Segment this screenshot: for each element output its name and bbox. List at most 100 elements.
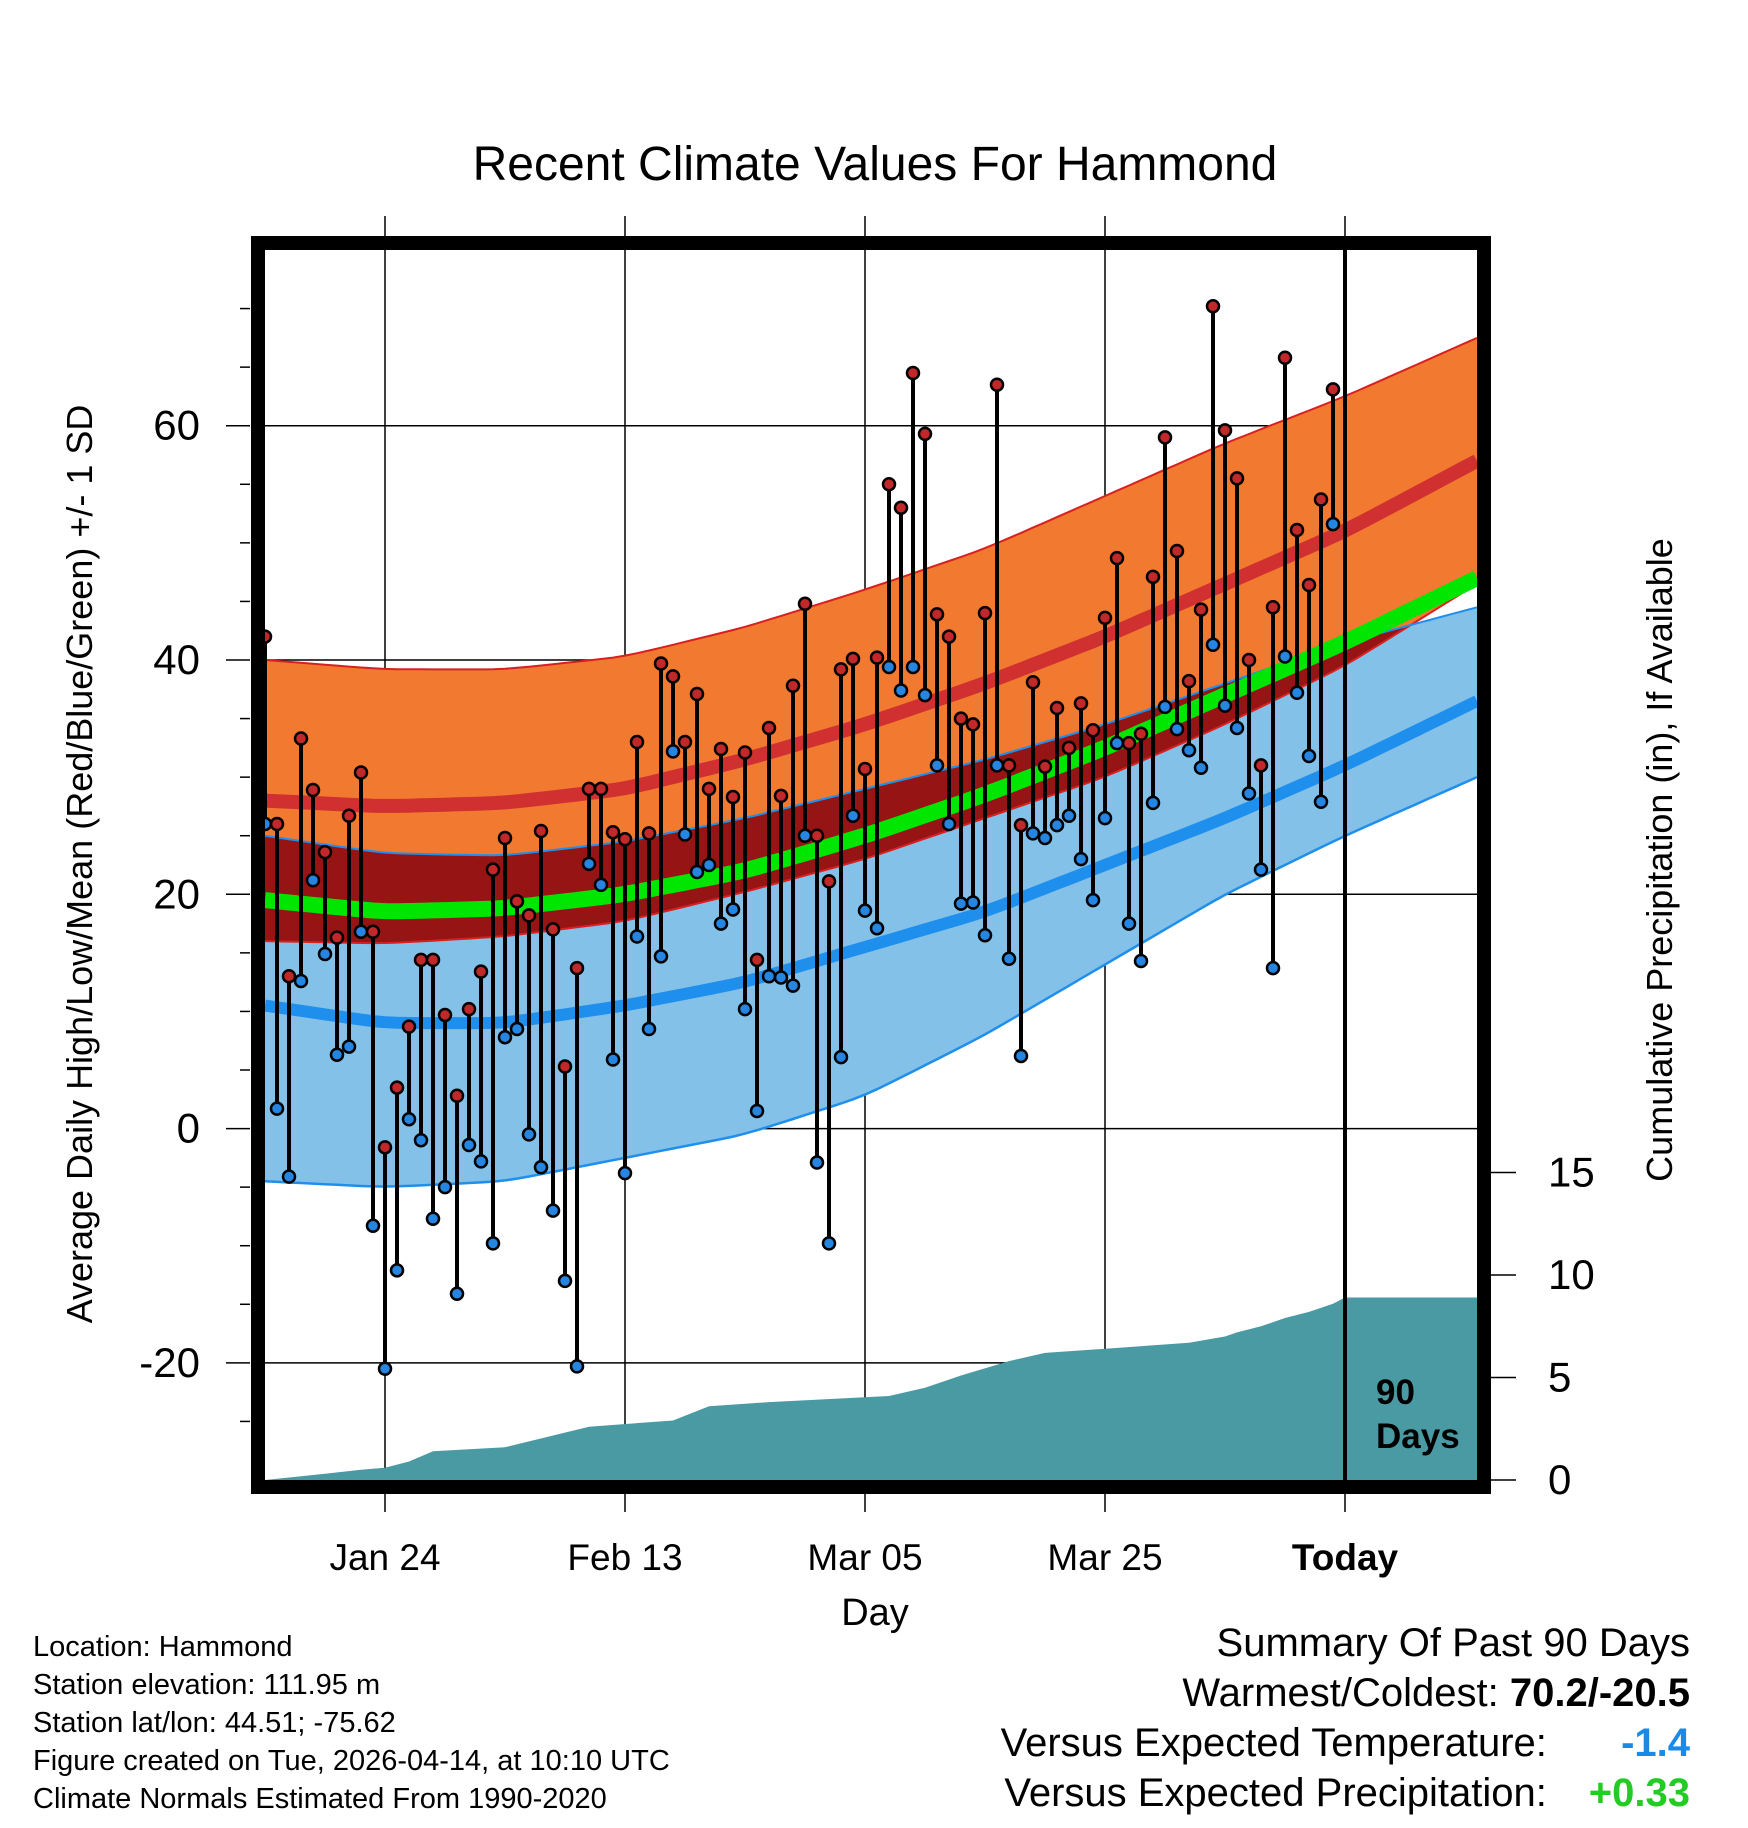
high-temp-point [1037, 759, 1053, 774]
temp-anomaly-value: -1.4 [1621, 1721, 1690, 1765]
low-temp-point [785, 978, 801, 993]
low-temp-point [653, 949, 669, 964]
low-temp-point [761, 969, 777, 984]
y-tick-label: 20 [153, 870, 200, 917]
low-temp-point [305, 872, 321, 888]
low-temp-point [1001, 951, 1017, 966]
low-temp-point [1241, 786, 1257, 801]
high-temp-point [449, 1088, 465, 1104]
high-temp-point [701, 781, 717, 797]
high-temp-point [1205, 298, 1221, 314]
low-temp-point [641, 1021, 657, 1037]
low-temp-point [1109, 735, 1125, 751]
y-tick-label: -20 [139, 1339, 200, 1386]
precip-anomaly-value: +0.33 [1588, 1771, 1690, 1815]
low-temp-point [413, 1133, 429, 1148]
y2-tick-label: 0 [1548, 1456, 1571, 1503]
low-temp-point [833, 1049, 849, 1065]
low-temp-point [269, 1101, 285, 1116]
y2-tick-label: 10 [1548, 1251, 1595, 1298]
low-temp-point [1217, 698, 1233, 713]
summary-warm-cold: Warmest/Coldest: 70.2/-20.5 [1001, 1668, 1690, 1718]
high-temp-point [509, 894, 525, 909]
high-temp-point [425, 952, 441, 968]
low-temp-point [341, 1039, 357, 1054]
low-temp-point [1157, 699, 1173, 715]
low-temp-point [749, 1103, 765, 1119]
low-temp-point [1037, 830, 1053, 846]
low-temp-point [497, 1029, 513, 1045]
high-temp-point [1157, 430, 1173, 445]
low-temp-point [557, 1273, 573, 1289]
high-temp-point [377, 1140, 393, 1155]
low-temp-point [545, 1203, 561, 1218]
high-temp-point [653, 656, 669, 671]
low-temp-point [929, 758, 945, 773]
x-tick-label: Today [1292, 1537, 1399, 1578]
high-temp-point [965, 717, 981, 732]
low-temp-point [881, 659, 897, 675]
high-temp-point [1169, 543, 1185, 559]
high-temp-point [557, 1059, 573, 1074]
latlon-text: Station lat/lon: 44.51; -75.62 [33, 1707, 396, 1739]
low-temp-point [1265, 960, 1281, 976]
high-temp-point [1133, 726, 1149, 742]
y2-tick-label: 5 [1548, 1354, 1571, 1401]
low-temp-point [1313, 794, 1329, 809]
high-temp-point [1325, 382, 1341, 397]
low-temp-point [605, 1052, 621, 1067]
precipitation-area [265, 1297, 1477, 1480]
high-temp-point [713, 741, 729, 757]
high-temp-point [737, 745, 753, 760]
low-temp-point [893, 683, 909, 698]
high-temp-point [689, 686, 705, 702]
low-temp-point [461, 1137, 477, 1153]
high-upper-edge [265, 336, 1477, 671]
low-temp-point [1049, 817, 1065, 833]
low-temp-point [821, 1236, 837, 1251]
normals-text: Climate Normals Estimated From 1990-2020 [33, 1783, 607, 1815]
low-temp-point [1121, 916, 1137, 931]
high-temp-point [629, 734, 645, 750]
high-temp-point [677, 734, 693, 750]
footer-info: Location: Hammond Station elevation: 111… [33, 1628, 670, 1818]
high-temp-point [809, 828, 825, 843]
low-temp-point [569, 1359, 585, 1374]
summary-panel: Summary Of Past 90 Days Warmest/Coldest:… [1001, 1618, 1690, 1818]
y-tick-label: 60 [153, 402, 200, 449]
low-temp-point [485, 1236, 501, 1251]
high-temp-point [1061, 740, 1077, 756]
low-temp-point [1013, 1048, 1029, 1064]
high-temp-point [269, 816, 285, 832]
high-temp-point [1073, 696, 1089, 711]
low-temp-point [1025, 826, 1041, 841]
high-temp-point [1109, 550, 1125, 566]
high-temp-point [293, 731, 309, 746]
low-temp-point [773, 970, 789, 985]
low-temp-point [401, 1111, 417, 1127]
high-temp-point [929, 607, 945, 622]
chart-title: Recent Climate Values For Hammond [473, 138, 1278, 191]
low-temp-point [473, 1154, 489, 1169]
normal-high-line [265, 454, 1477, 813]
low-sd-band [265, 607, 1477, 1187]
high-temp-point [869, 650, 885, 665]
created-text: Figure created on Tue, 2026-04-14, at 10… [33, 1745, 670, 1777]
high-temp-point [785, 678, 801, 694]
low-temp-point [917, 687, 933, 703]
high-temp-point [845, 651, 861, 667]
low-temp-point [593, 877, 609, 893]
high-temp-point [725, 789, 741, 805]
high-temp-point [1025, 675, 1041, 690]
high-temp-point [581, 781, 597, 797]
high-temp-point [857, 761, 873, 777]
high-temp-point [1217, 423, 1233, 438]
high-temp-point [281, 969, 297, 984]
high-temp-point [905, 365, 921, 381]
low-temp-point [425, 1211, 441, 1227]
low-temp-point [737, 1001, 753, 1017]
high-temp-point [353, 765, 369, 780]
summary-heading: Summary Of Past 90 Days [1216, 1621, 1690, 1665]
low-temp-point [713, 916, 729, 931]
